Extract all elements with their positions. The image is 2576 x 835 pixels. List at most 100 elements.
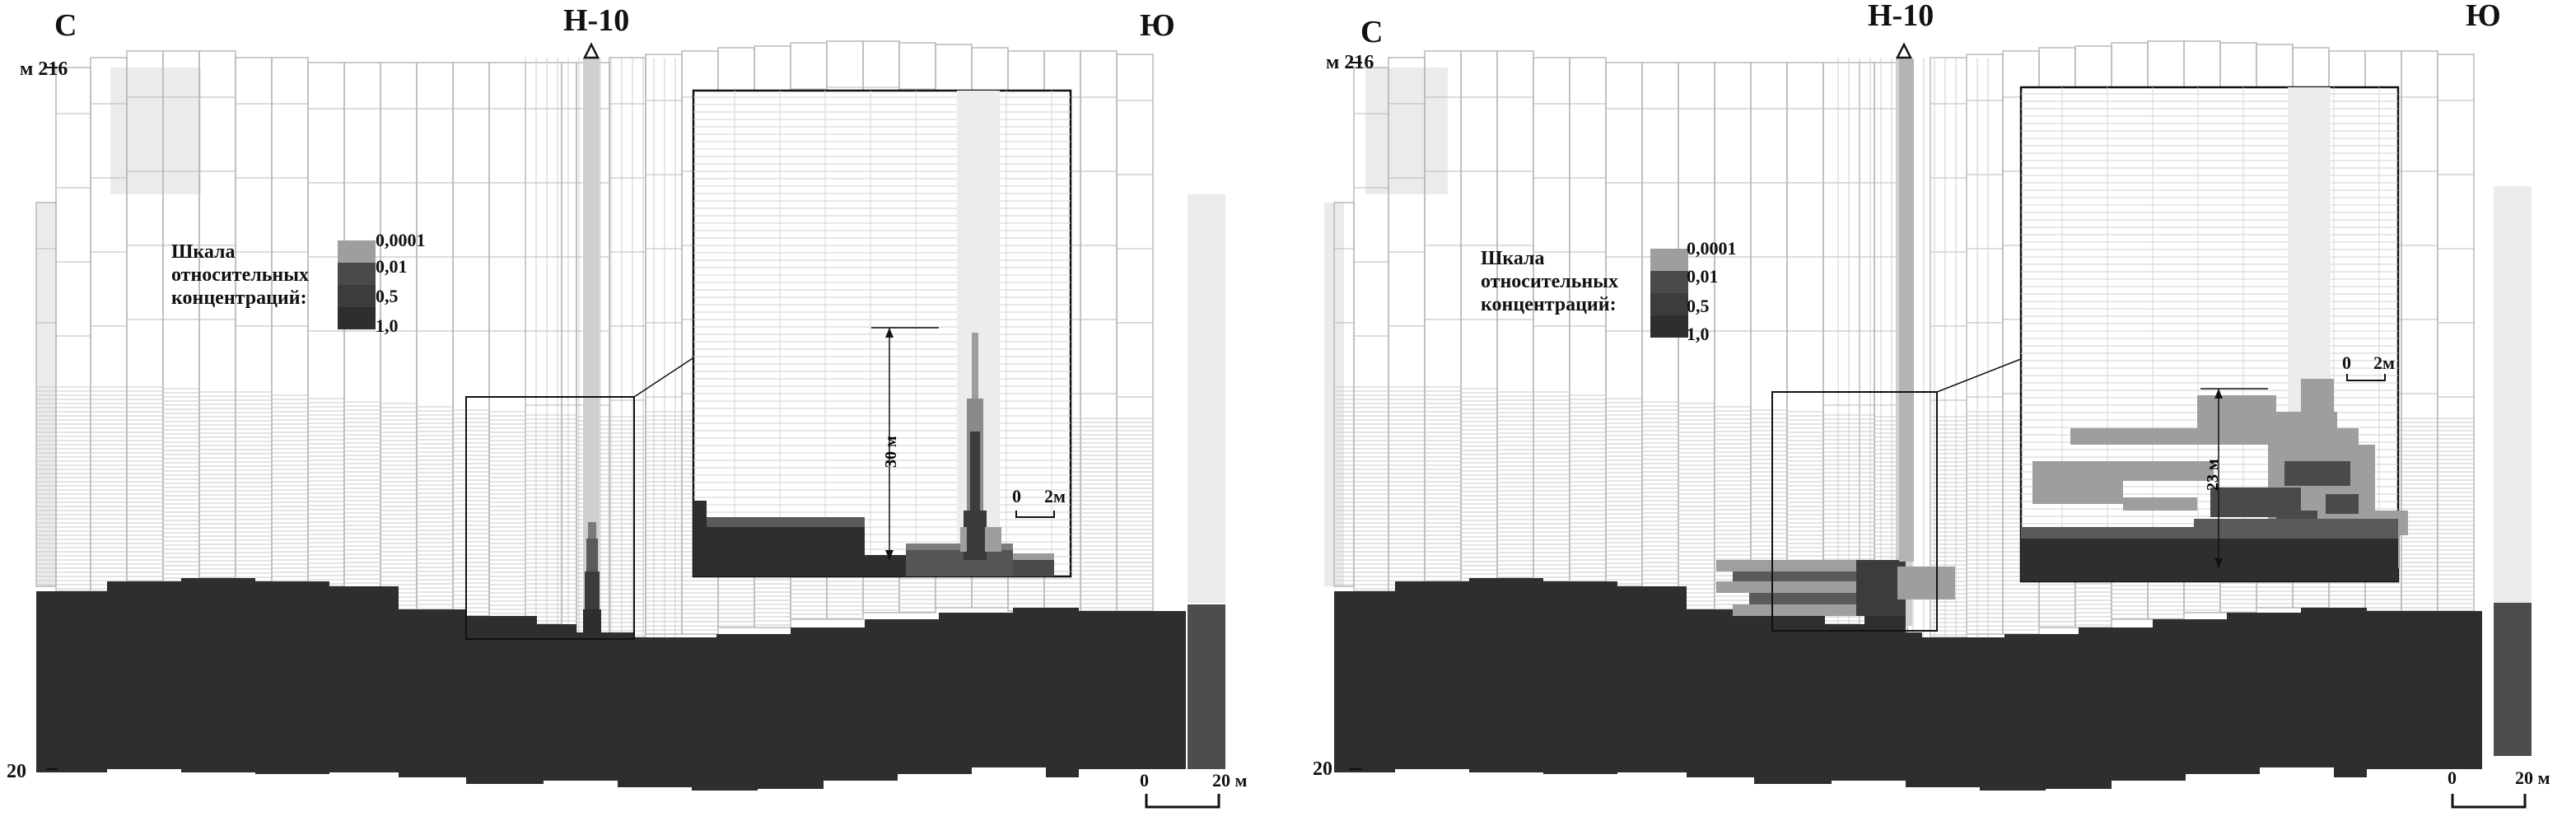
grid-column [1714,62,1752,617]
inset-plume-cell [2284,461,2350,486]
north-label: С [1360,15,1384,49]
inset-scale-bar [2346,374,2386,381]
main-scale-bar [2451,794,2527,809]
grid-column [55,67,91,592]
legend-title-line-1: Шкала [171,241,236,263]
inset-plume-cell [1013,553,1054,560]
well-label: Н-10 [1868,0,1934,33]
aquitard-base [36,578,1186,791]
inset-scale-length: 2м [2373,352,2395,373]
aquitard-base [1334,578,2482,791]
grid-column [271,57,309,587]
inset-scale-zero: 0 [2342,352,2351,373]
grid-column [343,62,381,610]
zoom-leader-top [633,357,694,398]
inset-plume-cell [906,548,1013,576]
zoom-box [465,396,635,640]
legend-value-2: 0,5 [376,286,399,306]
legend-swatch [1650,293,1688,315]
well-label: Н-10 [563,3,630,38]
legend-value-2: 0,5 [1687,296,1710,316]
legend-swatch [338,285,376,307]
triangle-icon [1895,42,1913,59]
grid-column [488,62,526,625]
inset-plume-cell [2301,379,2334,412]
plume-cell [1897,567,1955,599]
arrow-up-icon [885,328,894,338]
legend-swatch [1650,315,1688,338]
grid-column [525,62,562,625]
legend-title-line-2: относительных [171,264,309,286]
legend-swatch [338,240,376,263]
inset-plume-cell [2021,539,2398,581]
legend-swatch [338,307,376,329]
cross-section-left [35,40,1225,809]
inset-plume-cell [960,527,967,552]
boundary-zone-left [36,203,56,586]
grid-column [645,54,683,635]
grid-column [1569,57,1607,587]
inset-scale-length: 2м [1044,486,1066,506]
south-label: Ю [1140,8,1175,43]
main-scale-zero-b: 0 [2448,767,2457,788]
zoom-leader-top [1936,358,2022,393]
plume-cell [1716,560,1861,571]
legend-value-1: 0,01 [1687,266,1719,287]
plume-cell [588,522,596,539]
inset-measure-label: 30 м [882,436,900,468]
grid-column [1930,57,1967,638]
legend-swatch [1650,249,1688,271]
depth-bottom-label: 20 [1313,758,1332,780]
south-label: Ю [2466,0,2501,33]
grid-column [1966,54,2004,635]
inset-plume-cell [707,527,865,576]
boundary-zone-top [1365,68,1448,194]
grid-column [1750,62,1788,617]
legend-title-line-2: относительных [1481,271,1618,292]
plume-cell [1733,571,1856,581]
inset-plume-cell [1013,558,1054,576]
legend-value-3: 1,0 [376,315,399,336]
inset-plume-cell [972,333,978,431]
legend-value-0: 0,0001 [376,230,426,250]
inset-plume-cell [985,527,1001,552]
legend-swatch [338,263,376,285]
legend-title-line-3: концентраций: [1481,294,1617,315]
plume-cell [1899,59,1914,562]
grid-column [609,57,646,638]
inset-plume-cell [2326,494,2359,514]
boundary-zone-right-base [2494,603,2532,756]
inset-plume-cell [693,501,707,576]
legend-value-1: 0,01 [376,256,408,277]
inset-plume-cell [906,543,1013,550]
inset-plume-cell [2032,461,2214,481]
boundary-zone-right [1188,194,1225,603]
triangle-icon [582,42,600,59]
plume-cell [1716,581,1856,593]
grid-column [1460,50,1498,582]
depth-bottom-label: 20 [7,761,26,782]
boundary-zone-right-base [1188,604,1225,769]
grid-column [1822,62,1860,625]
grid-column [1605,62,1643,587]
legend-title-line-1: Шкала [1481,248,1545,269]
grid-column [1080,50,1118,612]
arrow-down-icon [2214,558,2223,568]
inset-scale-bar [1015,511,1055,518]
inset-plume-cell [707,517,865,527]
arrow-down-icon [885,550,894,560]
plume-cell [583,609,601,634]
legend-swatch [1650,271,1688,293]
inset-plume-cell [865,555,906,576]
section-panel-right: С Ю Н-10 м 216 20 Шкала относительных ко… [1288,0,2576,835]
grid-column [1116,54,1154,612]
inset-measure-label: 23 м [2204,459,2222,491]
section-panel-left: С Ю Н-10 м 216 20 Шкала относительных ко… [7,3,1248,809]
plume-cell [1749,593,1856,604]
boundary-zone-right [2494,186,2532,603]
main-scale-length: 20 м [2515,767,2550,788]
inset-plume-cell [2032,481,2123,504]
main-scale-bar [1145,794,1220,809]
plume-cell [1864,616,1906,636]
cross-section-right [1324,40,2532,809]
